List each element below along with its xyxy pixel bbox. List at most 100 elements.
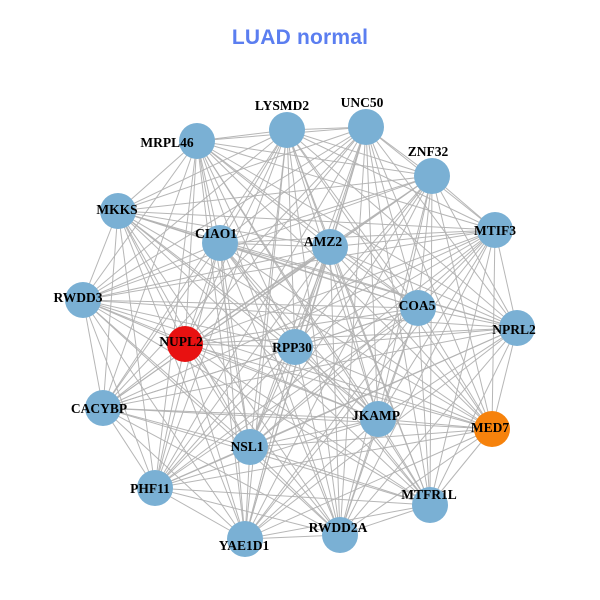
graph-node-coa5[interactable]: COA5 <box>399 290 436 326</box>
graph-node-jkamp[interactable]: JKAMP <box>352 401 400 437</box>
graph-edge <box>329 246 493 430</box>
graph-edge <box>184 140 198 345</box>
graph-node-phf11[interactable]: PHF11 <box>130 470 173 506</box>
graph-edge <box>286 129 496 231</box>
node-circle[interactable] <box>100 193 136 229</box>
node-circle[interactable] <box>400 290 436 326</box>
graph-node-rwdd3[interactable]: RWDD3 <box>53 282 103 318</box>
graph-edge <box>249 126 367 448</box>
node-label: MTIF3 <box>474 223 516 238</box>
graph-edge <box>196 140 431 506</box>
graph-edge <box>249 418 379 448</box>
graph-node-lysmd2[interactable]: LYSMD2 <box>255 98 310 148</box>
graph-edge <box>117 210 156 489</box>
graph-edge <box>82 299 419 309</box>
node-label: RWDD3 <box>53 290 102 305</box>
graph-edge <box>196 140 379 420</box>
graph-edge <box>154 346 296 489</box>
graph-edge <box>117 210 493 430</box>
graph-node-mrpl46[interactable]: MRPL46 <box>140 123 215 159</box>
node-circle[interactable] <box>227 521 263 557</box>
graph-edge <box>184 246 331 345</box>
graph-edge <box>244 307 419 540</box>
node-circle[interactable] <box>312 229 348 265</box>
node-circle[interactable] <box>499 310 535 346</box>
node-label: MTFR1L <box>401 487 457 502</box>
graph-edge <box>82 126 367 301</box>
graph-node-rpp30[interactable]: RPP30 <box>272 329 313 365</box>
node-label: CIAO1 <box>195 226 237 241</box>
graph-edge <box>117 129 288 212</box>
node-circle[interactable] <box>65 282 101 318</box>
graph-edge <box>219 175 433 244</box>
graph-node-nupl2[interactable]: NUPL2 <box>159 326 203 362</box>
graph-node-ciao1[interactable]: CIAO1 <box>195 225 238 261</box>
node-label: NPRL2 <box>492 322 536 337</box>
graph-edge <box>117 210 431 506</box>
graph-node-med7[interactable]: MED7 <box>471 411 510 447</box>
graph-edge <box>431 175 518 329</box>
graph-edge <box>117 210 296 348</box>
graph-edge <box>329 246 431 506</box>
node-circle[interactable] <box>137 470 173 506</box>
graph-node-amz2[interactable]: AMZ2 <box>304 229 348 265</box>
node-circle[interactable] <box>277 329 313 365</box>
node-circle[interactable] <box>360 401 396 437</box>
graph-node-yae1d1[interactable]: YAE1D1 <box>219 521 270 557</box>
graph-edge <box>196 140 518 329</box>
node-circle[interactable] <box>85 390 121 426</box>
graph-node-rwdd2a[interactable]: RWDD2A <box>309 517 368 553</box>
graph-node-mtif3[interactable]: MTIF3 <box>474 212 516 248</box>
graph-edge <box>154 307 419 489</box>
node-circle[interactable] <box>477 212 513 248</box>
graph-edge <box>377 229 496 420</box>
graph-edge <box>244 246 331 540</box>
graph-edge <box>286 129 341 536</box>
graph-edge <box>219 242 331 248</box>
node-label: YAE1D1 <box>219 538 270 553</box>
graph-edge <box>329 246 379 420</box>
graph-edge <box>244 229 496 540</box>
graph-edge <box>82 299 104 409</box>
node-circle[interactable] <box>348 109 384 145</box>
page-title: LUAD normal <box>231 26 369 49</box>
graph-edge <box>219 126 367 244</box>
graph-edge <box>82 299 518 329</box>
node-label: UNC50 <box>341 95 384 110</box>
graph-node-mkks[interactable]: MKKS <box>96 193 138 229</box>
graph-edge <box>102 407 379 420</box>
node-circle[interactable] <box>167 326 203 362</box>
graph-edge <box>184 343 431 506</box>
node-circle[interactable] <box>474 411 510 447</box>
node-circle[interactable] <box>232 429 268 465</box>
graph-node-nsl1[interactable]: NSL1 <box>230 429 268 465</box>
graph-edge <box>82 299 186 345</box>
graph-edge <box>117 210 186 345</box>
graph-edge <box>294 346 341 536</box>
graph-edge <box>365 126 493 430</box>
graph-edge <box>219 229 496 244</box>
node-circle[interactable] <box>202 225 238 261</box>
node-circle[interactable] <box>414 158 450 194</box>
graph-node-mtfr1l[interactable]: MTFR1L <box>401 487 457 523</box>
graph-edge <box>329 229 496 248</box>
edges-layer <box>82 126 518 540</box>
graph-node-nprl2[interactable]: NPRL2 <box>492 310 536 346</box>
graph-edge <box>154 428 493 489</box>
node-circle[interactable] <box>412 487 448 523</box>
graph-edge <box>244 175 433 540</box>
node-label: MED7 <box>471 420 509 435</box>
graph-edge <box>184 343 379 420</box>
graph-node-unc50[interactable]: UNC50 <box>341 95 384 145</box>
graph-node-znf32[interactable]: ZNF32 <box>408 144 450 194</box>
graph-node-cacybp[interactable]: CACYBP <box>71 390 127 426</box>
node-circle[interactable] <box>322 517 358 553</box>
node-label: ZNF32 <box>408 144 449 159</box>
node-circle[interactable] <box>269 112 305 148</box>
node-circle[interactable] <box>179 123 215 159</box>
graph-edge <box>294 346 493 430</box>
graph-edge <box>294 327 518 348</box>
graph-edge <box>154 246 331 489</box>
graph-edge <box>417 229 496 309</box>
graph-edge <box>117 210 379 420</box>
